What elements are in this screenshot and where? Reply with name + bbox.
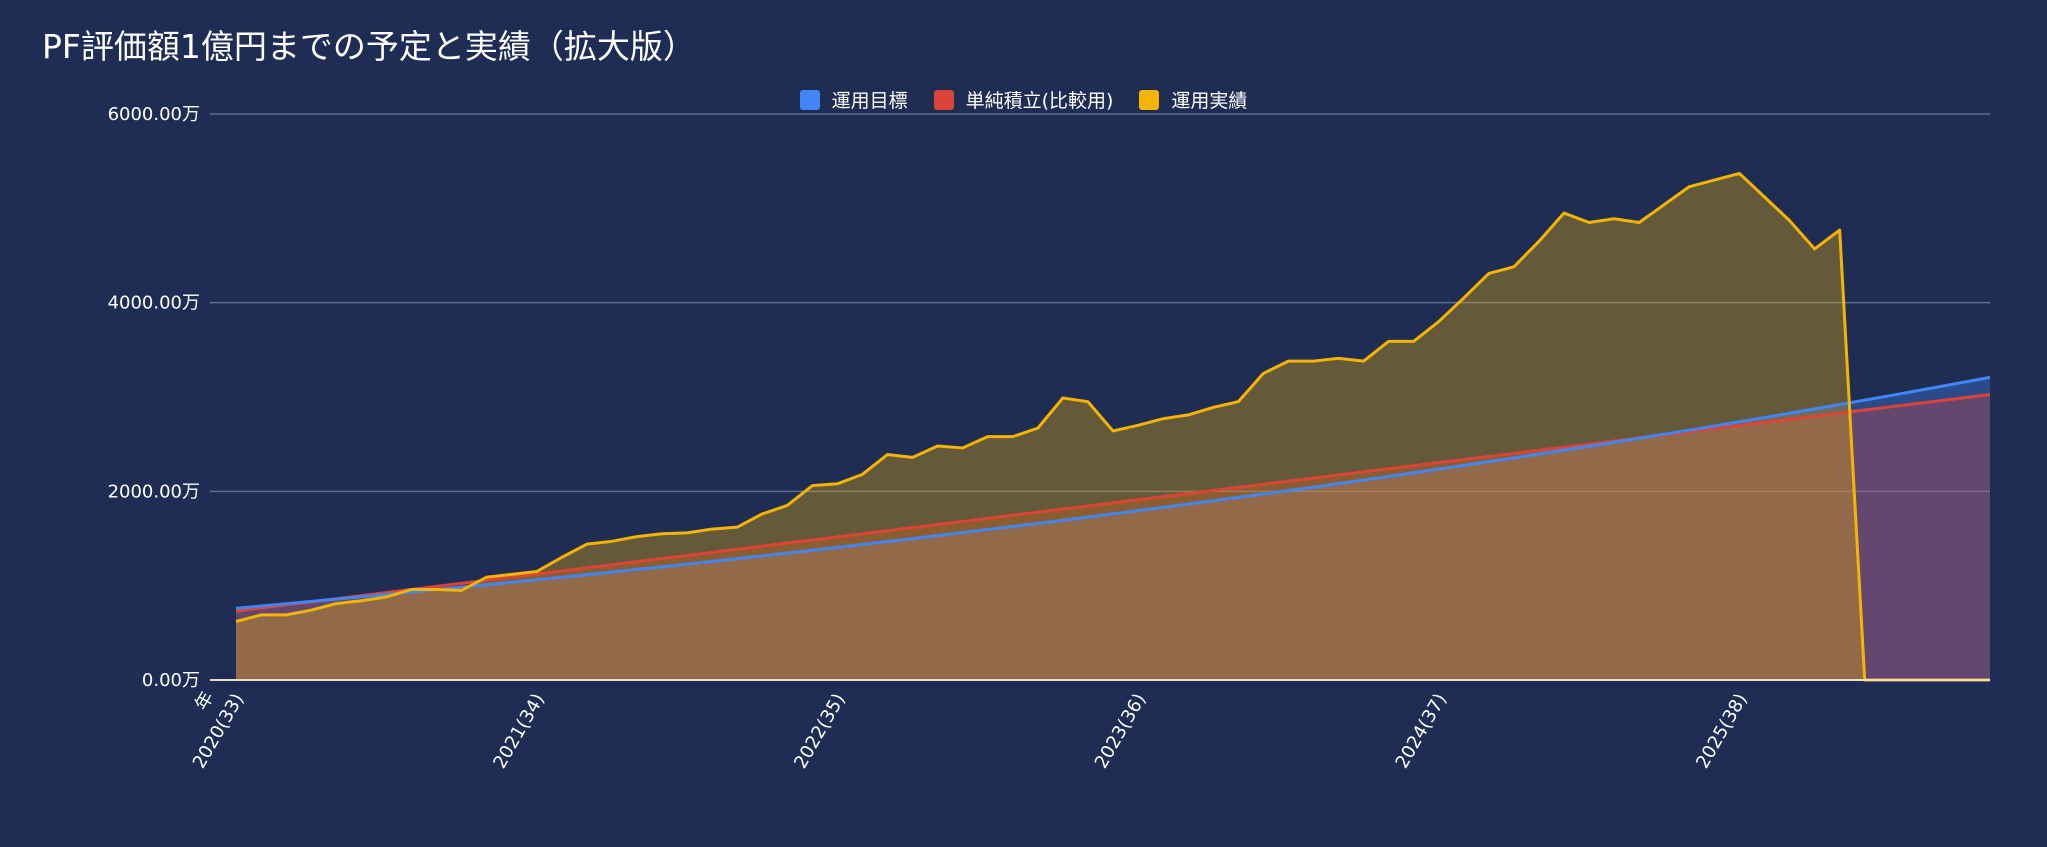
legend-swatch-actual <box>1139 89 1160 110</box>
y-tick-label-0: 0.00万 <box>142 670 200 691</box>
legend-swatch-target <box>799 89 820 110</box>
line-series-1 <box>235 393 1991 613</box>
line-series-0 <box>235 375 1991 610</box>
x-axis-title: 年 <box>191 688 218 714</box>
x-tick-label-3: 2023(36) <box>1091 690 1151 772</box>
legend-item-actual[interactable]: 運用実績 <box>1139 86 1247 113</box>
y-tick-label-1: 2000.00万 <box>108 481 200 502</box>
legend-item-simple[interactable]: 単純積立(比較用) <box>933 86 1114 113</box>
legend-item-target[interactable]: 運用目標 <box>799 86 908 113</box>
legend-swatch-simple <box>933 89 954 110</box>
x-tick-label-1: 2021(34) <box>489 690 549 772</box>
legend-label-target: 運用目標 <box>831 90 908 112</box>
grid-lines <box>210 113 1990 493</box>
area-series-2 <box>236 173 1990 680</box>
series-lines <box>235 171 1991 682</box>
line-series-2 <box>235 171 1990 682</box>
x-tick-label-2: 2022(35) <box>790 690 850 772</box>
area-series-1 <box>236 394 1990 680</box>
legend-label-actual: 運用実績 <box>1171 90 1248 112</box>
x-tick-label-4: 2024(37) <box>1392 690 1452 772</box>
legend-label-simple: 単純積立(比較用) <box>965 90 1114 112</box>
y-tick-label-2: 4000.00万 <box>108 293 200 314</box>
y-tick-label-3: 6000.00万 <box>108 104 200 125</box>
x-tick-label-5: 2025(38) <box>1692 690 1752 772</box>
chart-title: PF評価額1億円までの予定と実績（拡大版） <box>42 27 696 66</box>
chart-legend: 運用目標 単純積立(比較用) 運用実績 <box>0 86 2047 113</box>
